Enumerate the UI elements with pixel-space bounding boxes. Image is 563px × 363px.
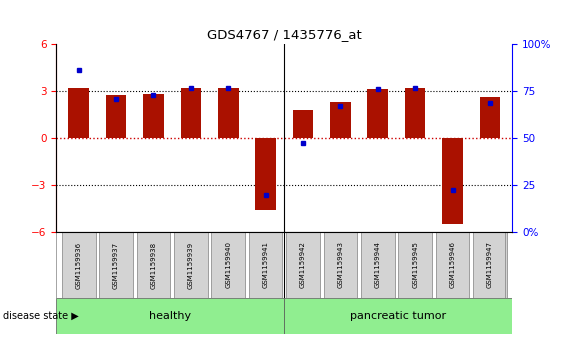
Text: GSM1159942: GSM1159942 (300, 241, 306, 289)
Text: pancreatic tumor: pancreatic tumor (350, 311, 446, 321)
Bar (106, 95, 126, 138)
Bar (293, 110, 313, 138)
Text: GSM1159941: GSM1159941 (262, 241, 269, 289)
Bar (69, 87, 89, 138)
Text: GSM1159936: GSM1159936 (76, 241, 82, 289)
Text: GSM1159944: GSM1159944 (375, 241, 381, 289)
Bar (324, 232, 357, 298)
Text: GSM1159943: GSM1159943 (337, 241, 343, 289)
Bar (99, 232, 133, 298)
Bar (480, 97, 500, 138)
Text: GSM1159938: GSM1159938 (150, 241, 157, 289)
Text: healthy: healthy (149, 311, 191, 321)
Text: disease state ▶: disease state ▶ (3, 311, 79, 321)
Text: GSM1159945: GSM1159945 (412, 241, 418, 289)
Text: GSM1159940: GSM1159940 (225, 241, 231, 289)
Bar (256, 138, 276, 210)
Title: GDS4767 / 1435776_at: GDS4767 / 1435776_at (207, 28, 361, 41)
Bar (249, 232, 283, 298)
Bar (443, 138, 463, 224)
Bar (405, 87, 426, 138)
Bar (368, 89, 388, 138)
Text: GSM1159937: GSM1159937 (113, 241, 119, 289)
Bar (174, 232, 208, 298)
Bar (436, 232, 470, 298)
Bar (62, 232, 96, 298)
Bar (286, 232, 320, 298)
Bar (143, 94, 164, 138)
Text: GSM1159939: GSM1159939 (188, 241, 194, 289)
Bar (473, 232, 507, 298)
Bar (56, 298, 284, 334)
Bar (218, 87, 239, 138)
Text: GSM1159947: GSM1159947 (487, 241, 493, 289)
Bar (137, 232, 171, 298)
Bar (284, 298, 512, 334)
Text: GSM1159946: GSM1159946 (449, 241, 455, 289)
Bar (361, 232, 395, 298)
Bar (212, 232, 245, 298)
Bar (399, 232, 432, 298)
Bar (181, 87, 201, 138)
Bar (330, 102, 351, 138)
